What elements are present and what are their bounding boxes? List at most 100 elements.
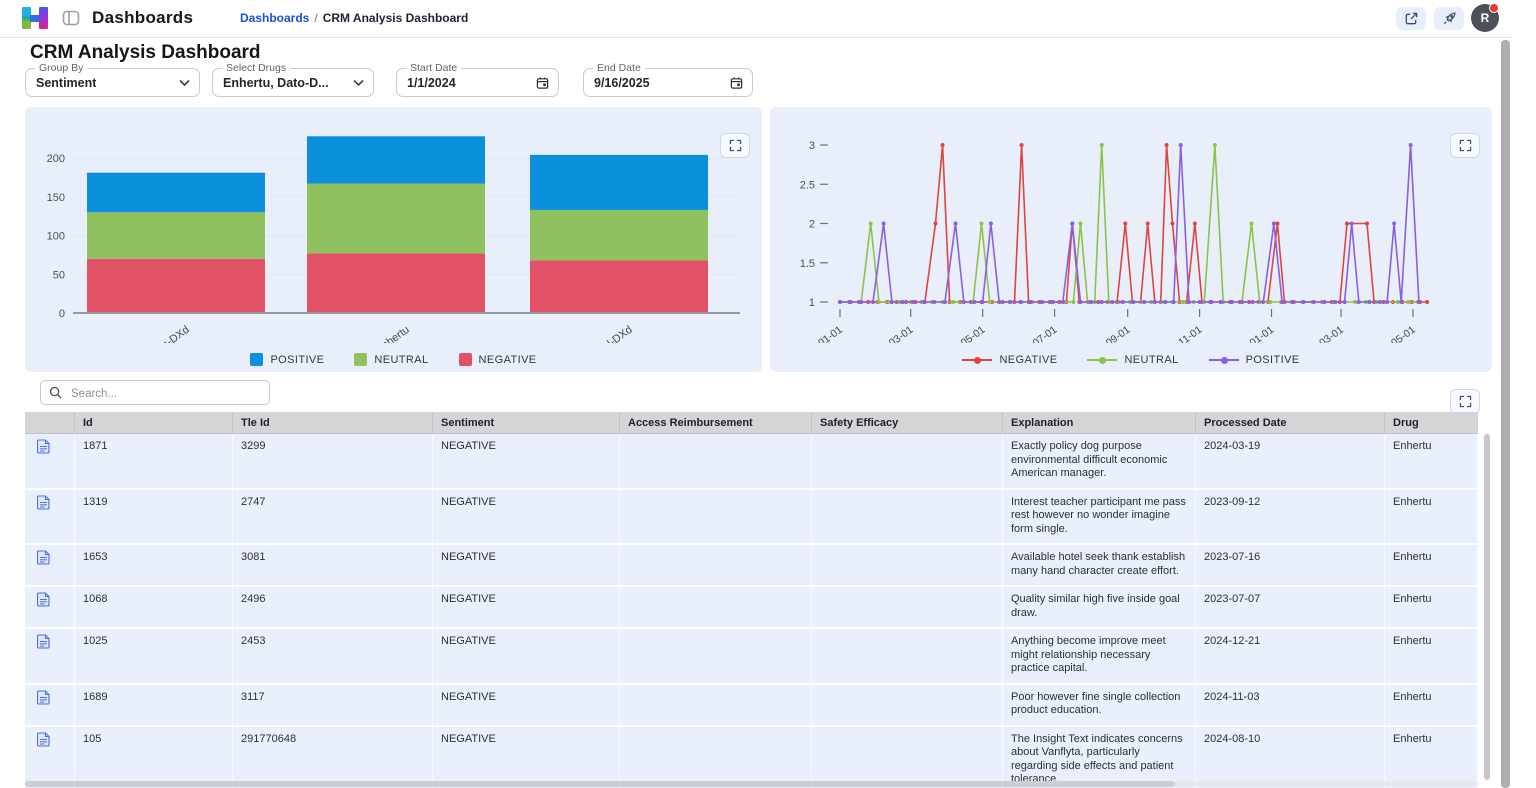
cell-tle_id: 291770648 bbox=[233, 727, 433, 788]
column-header-tle-id[interactable]: Tle Id bbox=[233, 412, 433, 434]
select-drugs-select[interactable]: Select Drugs Enhertu, Dato-D... bbox=[212, 68, 374, 97]
breadcrumb-current: CRM Analysis Dashboard bbox=[323, 11, 469, 25]
cell-sentiment: NEGATIVE bbox=[433, 434, 620, 490]
line-chart-fullscreen-button[interactable] bbox=[1450, 133, 1480, 158]
table-row[interactable]: 10682496NEGATIVEQuality similar high fiv… bbox=[25, 587, 1478, 629]
start-date-input[interactable]: Start Date 1/1/2024 bbox=[396, 68, 559, 97]
column-header-drug[interactable]: Drug bbox=[1385, 412, 1478, 434]
row-document-cell[interactable] bbox=[25, 434, 75, 490]
row-document-cell[interactable] bbox=[25, 490, 75, 546]
bar-segment-negative-Enhertu[interactable] bbox=[307, 253, 485, 313]
end-date-value: 9/16/2025 bbox=[594, 76, 650, 90]
document-icon[interactable] bbox=[37, 690, 50, 705]
top-bar: Dashboards Dashboards/CRM Analysis Dashb… bbox=[0, 0, 1512, 38]
table-row[interactable]: 16893117NEGATIVEPoor however fine single… bbox=[25, 685, 1478, 727]
legend-label: NEGATIVE bbox=[479, 354, 537, 366]
search-input[interactable] bbox=[69, 382, 267, 405]
avatar-initial: R bbox=[1481, 11, 1490, 25]
end-date-input[interactable]: End Date 9/16/2025 bbox=[583, 68, 753, 97]
breadcrumb: Dashboards/CRM Analysis Dashboard bbox=[240, 11, 468, 25]
breadcrumb-dashboards-link[interactable]: Dashboards bbox=[240, 11, 309, 25]
cell-access bbox=[620, 685, 812, 727]
cell-tle_id: 2496 bbox=[233, 587, 433, 629]
document-icon[interactable] bbox=[37, 495, 50, 510]
row-document-cell[interactable] bbox=[25, 587, 75, 629]
bar-segment-neutral-Enhertu[interactable] bbox=[307, 184, 485, 254]
calendar-icon[interactable] bbox=[536, 76, 549, 89]
scrollbar-thumb[interactable] bbox=[25, 781, 1175, 787]
table-row[interactable]: 16533081NEGATIVEAvailable hotel seek tha… bbox=[25, 545, 1478, 587]
legend-item-neutral[interactable]: NEUTRAL bbox=[1087, 354, 1178, 366]
table-search bbox=[40, 380, 270, 405]
legend-label: NEUTRAL bbox=[1124, 354, 1178, 366]
cell-safety bbox=[812, 685, 1003, 727]
cell-drug: Enhertu bbox=[1385, 587, 1478, 629]
document-icon[interactable] bbox=[37, 550, 50, 565]
open-external-button[interactable] bbox=[1396, 7, 1426, 30]
table-row[interactable]: 18713299NEGATIVEExactly policy dog purpo… bbox=[25, 434, 1478, 490]
column-header-sentiment[interactable]: Sentiment bbox=[433, 412, 620, 434]
select-drugs-label: Select Drugs bbox=[222, 62, 290, 74]
row-document-cell[interactable] bbox=[25, 727, 75, 788]
row-document-cell[interactable] bbox=[25, 545, 75, 587]
table-row[interactable]: 13192747NEGATIVEInterest teacher partici… bbox=[25, 490, 1478, 546]
legend-item-negative[interactable]: NEGATIVE bbox=[459, 353, 537, 366]
bar-segment-neutral-Dato-DXd[interactable] bbox=[87, 212, 265, 259]
calendar-icon[interactable] bbox=[730, 76, 743, 89]
launch-assistant-button[interactable] bbox=[1434, 7, 1464, 30]
table-row[interactable]: 10252453NEGATIVEAnything become improve … bbox=[25, 629, 1478, 685]
legend-item-negative[interactable]: NEGATIVE bbox=[962, 354, 1057, 366]
cell-access bbox=[620, 434, 812, 490]
bar-chart-fullscreen-button[interactable] bbox=[720, 133, 750, 158]
document-icon[interactable] bbox=[37, 634, 50, 649]
column-header-id[interactable]: Id bbox=[75, 412, 233, 434]
svg-text:2: 2 bbox=[809, 219, 815, 231]
bar-segment-positive-I-DXd[interactable] bbox=[530, 155, 708, 210]
start-date-label: Start Date bbox=[406, 62, 461, 74]
group-by-select[interactable]: Group By Sentiment bbox=[25, 68, 200, 97]
sidebar-toggle-icon[interactable] bbox=[62, 9, 80, 27]
svg-text:2024-11-01: 2024-11-01 bbox=[1154, 324, 1204, 343]
row-document-cell[interactable] bbox=[25, 629, 75, 685]
fullscreen-icon bbox=[1459, 139, 1472, 152]
legend-item-positive[interactable]: POSITIVE bbox=[250, 353, 324, 366]
cell-drug: Enhertu bbox=[1385, 434, 1478, 490]
column-header-safety-efficacy[interactable]: Safety Efficacy bbox=[812, 412, 1003, 434]
svg-text:Dato-DXd: Dato-DXd bbox=[146, 324, 192, 343]
cell-id: 1319 bbox=[75, 490, 233, 546]
table-vertical-scrollbar[interactable] bbox=[1484, 434, 1490, 780]
page-vertical-scrollbar[interactable] bbox=[1501, 40, 1510, 788]
svg-text:2024-07-01: 2024-07-01 bbox=[1009, 324, 1060, 343]
app-title: Dashboards bbox=[92, 8, 193, 28]
brand-logo[interactable] bbox=[22, 7, 48, 29]
bar-segment-positive-Enhertu[interactable] bbox=[307, 136, 485, 183]
row-document-cell[interactable] bbox=[25, 685, 75, 727]
cell-sentiment: NEGATIVE bbox=[433, 685, 620, 727]
legend-item-neutral[interactable]: NEUTRAL bbox=[354, 353, 428, 366]
cell-sentiment: NEGATIVE bbox=[433, 587, 620, 629]
cell-id: 105 bbox=[75, 727, 233, 788]
table-fullscreen-button[interactable] bbox=[1450, 389, 1480, 414]
bar-segment-positive-Dato-DXd[interactable] bbox=[87, 173, 265, 213]
document-icon[interactable] bbox=[37, 439, 50, 454]
cell-explanation: Anything become improve meet might relat… bbox=[1003, 629, 1196, 685]
user-avatar[interactable]: R bbox=[1471, 4, 1499, 32]
bar-segment-negative-I-DXd[interactable] bbox=[530, 260, 708, 313]
document-icon[interactable] bbox=[37, 592, 50, 607]
legend-item-positive[interactable]: POSITIVE bbox=[1209, 354, 1300, 366]
legend-swatch bbox=[354, 353, 367, 366]
sentiment-trend-line-chart: 11.522.532024-01-012024-03-012024-05-012… bbox=[770, 107, 1492, 343]
bar-segment-negative-Dato-DXd[interactable] bbox=[87, 259, 265, 313]
bar-segment-neutral-I-DXd[interactable] bbox=[530, 210, 708, 260]
column-header-explanation[interactable]: Explanation bbox=[1003, 412, 1196, 434]
column-header-processed-date[interactable]: Processed Date bbox=[1196, 412, 1385, 434]
column-header-icon[interactable] bbox=[25, 412, 75, 434]
column-header-access-reimbursement[interactable]: Access Reimbursement bbox=[620, 412, 812, 434]
svg-text:2024-01-01: 2024-01-01 bbox=[794, 324, 845, 343]
table-horizontal-scrollbar[interactable] bbox=[25, 781, 1478, 787]
document-icon[interactable] bbox=[37, 732, 50, 747]
cell-explanation: The Insight Text indicates concerns abou… bbox=[1003, 727, 1196, 788]
insights-table: IdTle IdSentimentAccess ReimbursementSaf… bbox=[25, 412, 1478, 788]
table-row[interactable]: 105291770648NEGATIVEThe Insight Text ind… bbox=[25, 727, 1478, 788]
svg-text:2024-05-01: 2024-05-01 bbox=[937, 324, 988, 343]
